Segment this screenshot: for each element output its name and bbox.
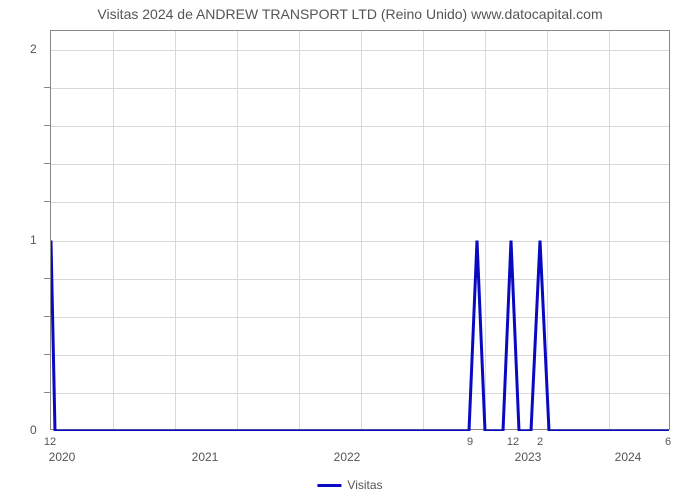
legend-label: Visitas	[347, 478, 382, 492]
x-month-label: 12	[507, 436, 519, 448]
chart-container: 012 1291226 20202021202220232024	[50, 30, 670, 430]
x-year-label: 2024	[615, 450, 642, 464]
legend: Visitas	[317, 478, 382, 492]
x-month-label: 6	[665, 436, 671, 448]
x-year-label: 2021	[192, 450, 219, 464]
x-year-label: 2023	[515, 450, 542, 464]
data-line	[51, 31, 671, 431]
legend-line-swatch	[317, 484, 341, 487]
y-tick-label: 1	[30, 233, 37, 247]
plot-area	[50, 30, 670, 430]
y-tick-label: 0	[30, 423, 37, 437]
x-month-label: 12	[44, 436, 56, 448]
x-month-label: 9	[467, 436, 473, 448]
y-tick-label: 2	[30, 42, 37, 56]
x-year-label: 2022	[334, 450, 361, 464]
x-month-label: 2	[537, 436, 543, 448]
x-year-label: 2020	[49, 450, 76, 464]
chart-title: Visitas 2024 de ANDREW TRANSPORT LTD (Re…	[0, 0, 700, 22]
